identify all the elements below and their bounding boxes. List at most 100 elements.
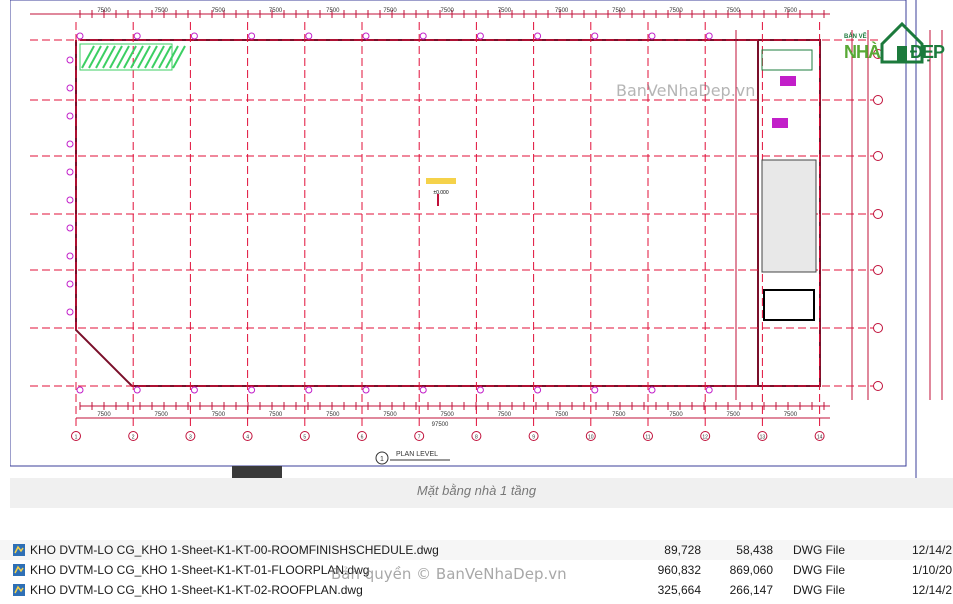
grid-bubble-label: 11 xyxy=(645,435,650,441)
dim-label-bottom: 7500 xyxy=(441,412,455,418)
grid-bubble-label: 13 xyxy=(760,435,766,441)
grid-bubble xyxy=(700,431,711,441)
row-bubble xyxy=(873,95,883,105)
plan-label: PLAN LEVEL xyxy=(396,451,438,458)
column-marker xyxy=(133,386,141,394)
column-marker xyxy=(66,112,74,120)
column-marker xyxy=(648,32,656,40)
logo-nha: NHÀ xyxy=(844,42,881,62)
column-marker xyxy=(66,252,74,260)
logo-dep: ĐẸP xyxy=(910,42,945,62)
stair-hatch-area xyxy=(761,159,817,273)
column-marker xyxy=(190,32,198,40)
grid-bubble xyxy=(757,431,768,441)
house-logo-icon xyxy=(880,21,924,64)
dim-label-bottom: 7500 xyxy=(212,412,226,418)
file-size: 325,664 xyxy=(657,583,701,597)
column-marker xyxy=(190,386,198,394)
cad-floor-plan-drawing[interactable]: 7500 7500 7500 7500 7500 7500 7500 7500 7500 7500… xyxy=(10,0,953,478)
column-marker xyxy=(534,386,542,394)
overall-dim-label: 97500 xyxy=(432,422,449,428)
logo-small-text: BẢN VẼ xyxy=(844,34,867,40)
column-marker xyxy=(66,56,74,64)
file-date: 12/14/2 xyxy=(912,583,953,597)
row-bubble xyxy=(873,381,883,391)
column-marker xyxy=(305,386,313,394)
column-marker xyxy=(133,32,141,40)
hatch-panel xyxy=(79,43,173,71)
dim-label-top: 7500 xyxy=(212,8,226,14)
dim-label-bottom: 7500 xyxy=(326,412,340,418)
hatch-line xyxy=(88,45,102,69)
caption-bar xyxy=(10,478,953,508)
file-size: 89,728 xyxy=(664,543,701,557)
grid-bubble xyxy=(585,431,596,441)
file-row[interactable]: KHO DVTM-LO CG_KHO 1-Sheet-K1-KT-02-ROOF… xyxy=(0,580,953,600)
file-row[interactable]: KHO DVTM-LO CG_KHO 1-Sheet-K1-KT-00-ROOM… xyxy=(0,540,953,560)
file-list[interactable]: KHO DVTM-LO CG_KHO 1-Sheet-K1-KT-00-ROOM… xyxy=(0,540,953,600)
row-bubble xyxy=(873,265,883,275)
column-marker xyxy=(248,386,256,394)
column-marker xyxy=(476,32,484,40)
grid-bubble xyxy=(299,431,310,441)
dim-label-bottom: 7500 xyxy=(155,412,169,418)
dim-label-top: 7500 xyxy=(155,8,169,14)
grid-bubble-label: 9 xyxy=(532,435,535,441)
grid-bubble xyxy=(71,431,81,441)
room-block xyxy=(763,289,815,321)
dim-label-top: 7500 xyxy=(612,8,626,14)
column-marker xyxy=(362,32,370,40)
file-packed-size: 869,060 xyxy=(729,563,773,577)
file-row[interactable]: KHO DVTM-LO CG_KHO 1-Sheet-K1-KT-01-FLOO… xyxy=(0,560,953,580)
watermark-top: BanVeNhaDep.vn xyxy=(616,81,756,100)
dim-label-bottom: 7500 xyxy=(669,412,683,418)
column-marker xyxy=(66,140,74,148)
dim-label-top: 7500 xyxy=(383,8,397,14)
file-packed-size: 58,438 xyxy=(736,543,773,557)
column-marker xyxy=(591,32,599,40)
column-marker xyxy=(419,386,427,394)
dwg-file-icon xyxy=(13,564,25,576)
column-marker xyxy=(648,386,656,394)
grid-bubble xyxy=(185,431,196,441)
column-marker xyxy=(66,84,74,92)
magenta-block xyxy=(780,76,796,86)
dim-label-top: 7500 xyxy=(784,8,798,14)
hatch-line xyxy=(116,45,130,69)
column-marker xyxy=(591,386,599,394)
grid-bubble xyxy=(357,431,367,441)
dim-label-bottom: 7500 xyxy=(498,412,512,418)
dim-label-top: 7500 xyxy=(97,8,111,14)
dim-label-bottom: 7500 xyxy=(784,412,798,418)
grid-bubble-label: 7 xyxy=(418,435,421,441)
level-tag xyxy=(426,178,456,184)
watermark-bottom: Bản quyền © BanVeNhaDep.vn xyxy=(331,565,567,583)
column-marker xyxy=(66,168,74,176)
dim-label-top: 7500 xyxy=(727,8,741,14)
wc-block xyxy=(761,49,813,71)
column-marker xyxy=(66,280,74,288)
row-bubble xyxy=(873,209,883,219)
cad-toolbar-stub xyxy=(232,466,282,478)
column-marker xyxy=(476,386,484,394)
file-name: KHO DVTM-LO CG_KHO 1-Sheet-K1-KT-00-ROOM… xyxy=(30,543,439,557)
dim-label-bottom: 7500 xyxy=(612,412,626,418)
column-marker xyxy=(66,224,74,232)
column-marker xyxy=(76,386,84,394)
grid-bubble-label: 4 xyxy=(246,435,249,441)
grid-bubble-label: 8 xyxy=(475,435,478,441)
file-name: KHO DVTM-LO CG_KHO 1-Sheet-K1-KT-01-FLOO… xyxy=(30,563,370,577)
grid-bubble-label: 3 xyxy=(189,435,192,441)
hatch-line xyxy=(130,45,144,69)
dim-label-top: 7500 xyxy=(669,8,683,14)
row-bubble xyxy=(873,323,883,333)
hatch-line xyxy=(158,45,172,69)
grid-bubble xyxy=(528,431,539,441)
column-marker xyxy=(66,308,74,316)
grid-bubble-label: 14 xyxy=(817,435,823,441)
grid-bubble xyxy=(128,431,139,441)
grid-bubble xyxy=(643,431,653,441)
hatch-line xyxy=(102,45,116,69)
hatch-line xyxy=(123,45,137,69)
image-caption: Mặt bằng nhà 1 tầng xyxy=(416,483,537,498)
